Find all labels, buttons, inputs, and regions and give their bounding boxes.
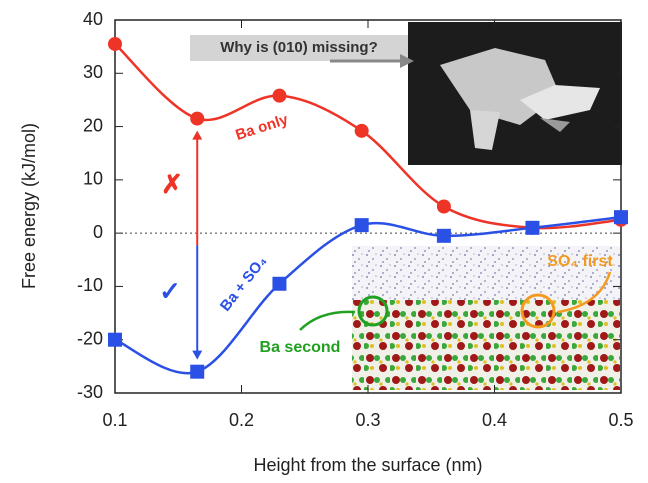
y-axis-label: Free energy (kJ/mol) bbox=[19, 123, 39, 289]
annotation: Ba second bbox=[260, 339, 341, 356]
marker bbox=[525, 221, 539, 235]
annotation: ✓ bbox=[159, 276, 181, 306]
x-tick-label: 0.2 bbox=[229, 410, 254, 430]
marker bbox=[272, 277, 286, 291]
y-tick-label: 40 bbox=[83, 9, 103, 29]
arrow-head bbox=[192, 131, 202, 140]
x-tick-label: 0.4 bbox=[482, 410, 507, 430]
chart: Why is (010) missing? Ba second SO₄ firs… bbox=[0, 0, 648, 483]
marker bbox=[272, 89, 286, 103]
annotation: SO₄ first bbox=[547, 253, 613, 270]
legend-label: Ba + SO₄ bbox=[217, 253, 270, 315]
marker bbox=[614, 210, 628, 224]
legend-label: Ba only bbox=[233, 111, 290, 144]
y-tick-label: 20 bbox=[83, 115, 103, 135]
y-tick-label: 30 bbox=[83, 62, 103, 82]
y-tick-label: -20 bbox=[77, 328, 103, 348]
y-tick-label: -30 bbox=[77, 382, 103, 402]
annotation: Why is (010) missing? bbox=[220, 39, 378, 56]
marker bbox=[355, 218, 369, 232]
marker bbox=[355, 124, 369, 138]
pointer-arrow bbox=[300, 312, 355, 330]
x-tick-label: 0.5 bbox=[608, 410, 633, 430]
marker bbox=[190, 112, 204, 126]
arrow-head bbox=[192, 351, 202, 360]
x-tick-label: 0.1 bbox=[102, 410, 127, 430]
x-axis-label: Height from the surface (nm) bbox=[253, 455, 482, 475]
y-tick-label: 10 bbox=[83, 169, 103, 189]
marker bbox=[108, 37, 122, 51]
marker bbox=[437, 229, 451, 243]
y-tick-label: -10 bbox=[77, 275, 103, 295]
marker bbox=[190, 365, 204, 379]
y-tick-label: 0 bbox=[93, 222, 103, 242]
annotation: ✗ bbox=[161, 169, 183, 199]
marker bbox=[108, 333, 122, 347]
inset-photo bbox=[408, 22, 622, 165]
marker bbox=[437, 200, 451, 214]
x-tick-label: 0.3 bbox=[355, 410, 380, 430]
